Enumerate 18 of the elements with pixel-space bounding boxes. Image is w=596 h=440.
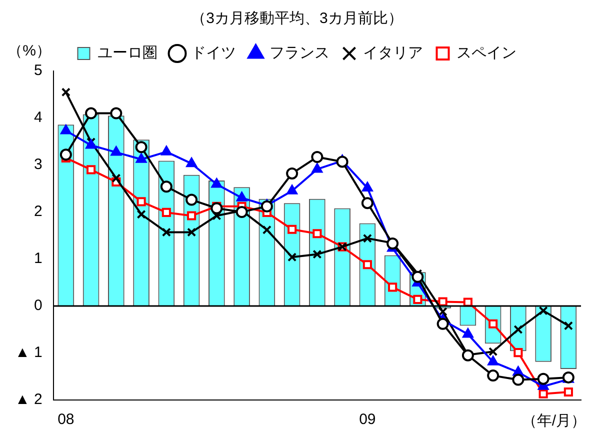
y-tick-label: 1: [34, 250, 42, 268]
legend-label: ユーロ圏: [97, 44, 158, 62]
x-axis-title: （年/月）: [522, 412, 586, 430]
y-tick-label: 2: [34, 203, 42, 220]
y-tick-label: 3: [34, 156, 42, 174]
legend-label: イタリア: [362, 44, 423, 62]
x-tick-label: 08: [58, 411, 74, 428]
legend-label: スペイン: [456, 44, 516, 62]
y-tick-label: 0: [34, 297, 42, 314]
chart-title: （3カ月移動平均、3カ月前比）: [191, 10, 403, 28]
legend-label: フランス: [269, 44, 330, 62]
y-tick-label: 4: [34, 109, 42, 126]
y-tick-label: 5: [34, 62, 42, 80]
y-axis-title: （%）: [8, 42, 52, 60]
y-tick-label: ▲ 2: [14, 391, 42, 408]
legend-label: ドイツ: [190, 44, 236, 62]
y-tick-label: ▲ 1: [14, 344, 42, 362]
x-tick-label: 09: [359, 411, 376, 428]
